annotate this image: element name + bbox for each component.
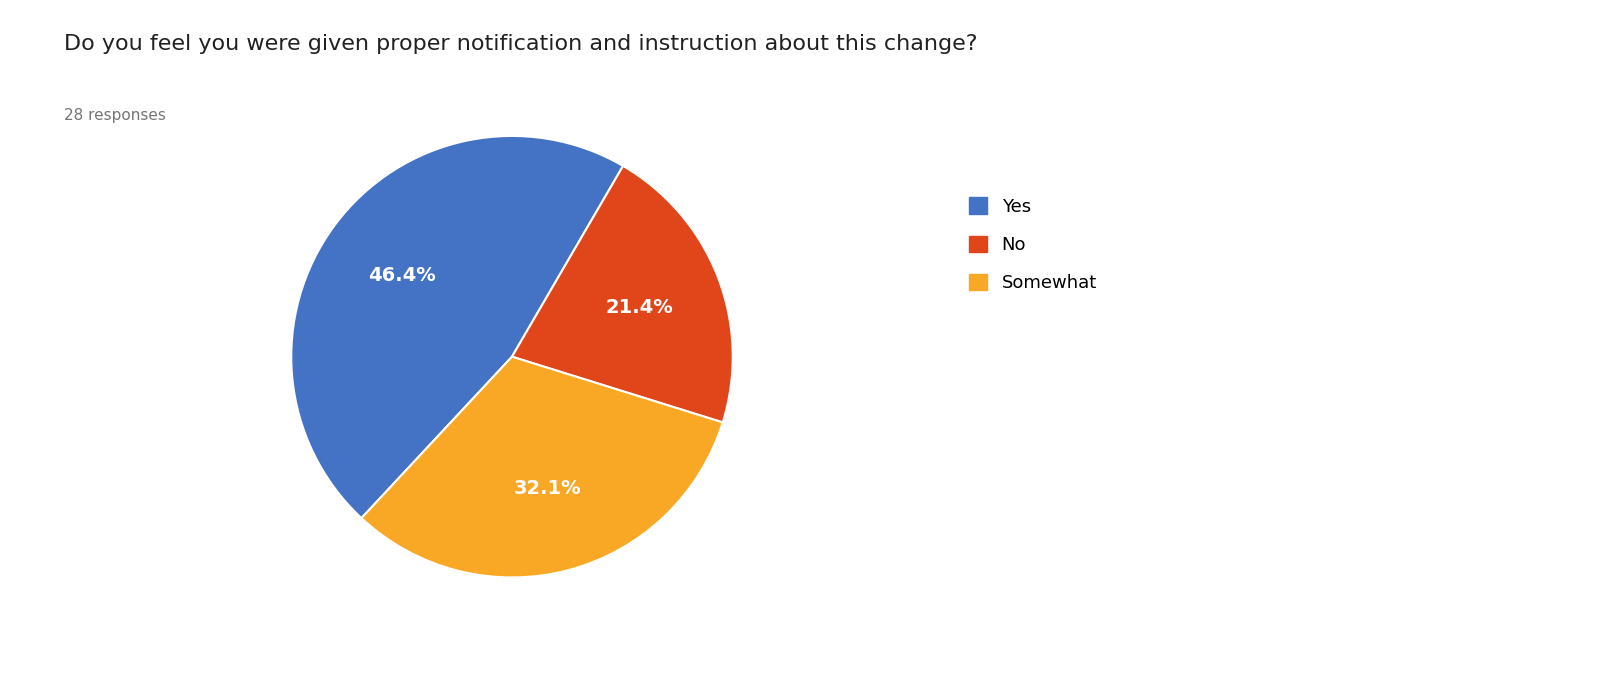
- Wedge shape: [291, 136, 622, 518]
- Text: 28 responses: 28 responses: [64, 108, 166, 122]
- Text: 21.4%: 21.4%: [606, 297, 674, 316]
- Text: 32.1%: 32.1%: [514, 479, 581, 499]
- Wedge shape: [512, 166, 733, 423]
- Text: 46.4%: 46.4%: [368, 266, 437, 285]
- Text: Do you feel you were given proper notification and instruction about this change: Do you feel you were given proper notifi…: [64, 34, 978, 54]
- Legend: Yes, No, Somewhat: Yes, No, Somewhat: [970, 197, 1096, 292]
- Wedge shape: [362, 357, 723, 577]
